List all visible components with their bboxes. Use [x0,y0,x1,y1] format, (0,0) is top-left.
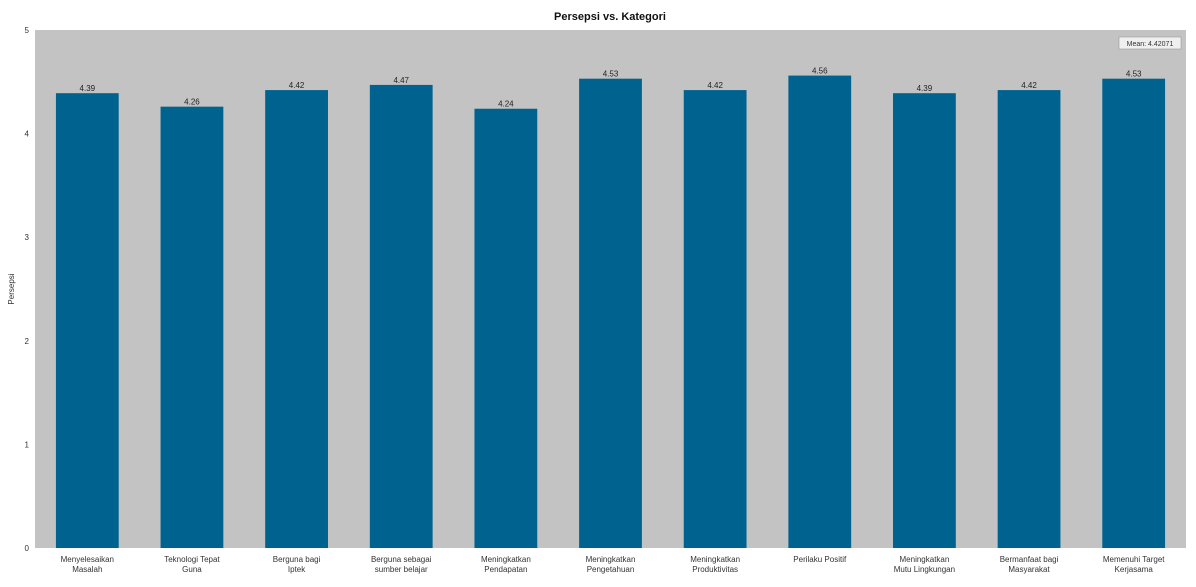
bar [55,93,119,549]
x-tick-label: Meningkatkan Mutu Lingkungan [894,555,955,574]
bar-value-label: 4.24 [498,100,514,109]
bar [369,84,433,549]
bar-value-label: 4.53 [603,70,619,79]
bar [788,75,852,549]
x-tick-label: Meningkatkan Pengetahuan [586,555,636,574]
y-tick-label: 2 [25,337,30,346]
x-tick-label: Perilaku Positif [793,555,847,564]
bar-value-label: 4.53 [1126,70,1142,79]
bar-value-label: 4.39 [917,84,933,93]
bar-value-label: 4.56 [812,67,828,76]
legend-box [1118,36,1182,50]
bar-value-label: 4.42 [289,81,305,90]
data-labels: 4.39 4.26 4.42 4.47 4.24 4.53 4.42 4.56 4.39 4.42… [80,67,1142,109]
x-tick-label: Meningkatkan Produktivitas [690,555,740,574]
y-tick-label: 4 [25,130,30,139]
x-tick-label: Teknologi Tepat Guna [164,555,220,574]
chart-title: Persepsi vs. Kategori [554,11,666,23]
bar-value-label: 4.42 [1021,81,1037,90]
bar-value-label: 4.39 [80,84,96,93]
legend: Mean: 4.42071 [1118,36,1182,50]
y-axis: 0 1 2 3 4 5 [25,26,30,553]
bar-value-label: 4.47 [393,76,409,85]
y-tick-label: 0 [25,544,30,553]
legend-text: Mean: 4.42071 [1127,41,1174,48]
bar [997,90,1061,548]
bar-value-label: 4.26 [184,98,200,107]
bar [893,93,956,549]
x-tick-label: Meningkatkan Pendapatan [481,555,531,574]
bar [1102,78,1166,548]
x-axis: Menyelesaikan Masalah Teknologi Tepat Guna B… [61,555,1166,574]
bar [474,108,538,549]
x-tick-label: Berguna sebagai sumber belajar [371,555,432,574]
bar [160,106,224,548]
bar [265,90,328,548]
y-tick-label: 3 [25,233,30,242]
y-tick-label: 1 [25,440,30,449]
bar [683,90,747,548]
bars [55,75,1166,549]
x-tick-label: Memenuhi Target Kerjasama [1103,555,1165,574]
x-tick-label: Menyelesaikan Masalah [61,555,114,574]
y-tick-label: 5 [25,26,30,35]
bar-value-label: 4.42 [707,81,723,90]
x-tick-label: Berguna bagi Iptek [273,555,321,574]
bar [579,78,642,548]
x-tick-label: Bermanfaat bagi Masyarakat [1000,555,1059,574]
y-axis-label: Persepsi [7,273,16,304]
